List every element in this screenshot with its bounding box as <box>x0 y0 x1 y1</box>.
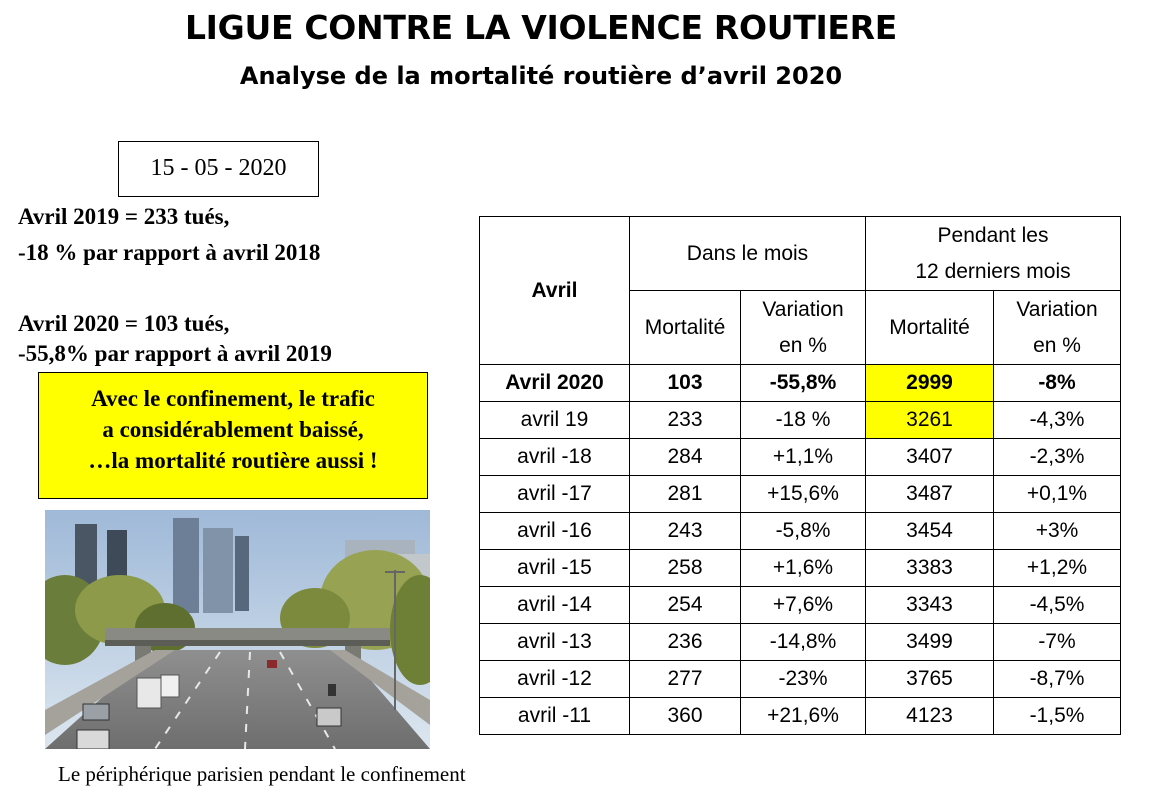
row-month-mortalite: 360 <box>629 697 741 735</box>
header-12m-mortalite: Mortalité <box>865 290 994 365</box>
row-12m-variation: -4,5% <box>993 586 1121 624</box>
header-month-variation-line-1: Variation <box>762 297 844 321</box>
row-12m-variation: -7% <box>993 623 1121 661</box>
row-label: avril -14 <box>479 586 630 624</box>
callout-line-3: …la mortalité routière aussi ! <box>88 448 378 473</box>
row-12m-mortalite: 3383 <box>865 549 994 587</box>
row-label: avril -17 <box>479 475 630 513</box>
header-12m-variation: Variation en % <box>993 290 1121 365</box>
date-box: 15 - 05 - 2020 <box>118 141 319 197</box>
row-month-variation: -23% <box>740 660 866 698</box>
page-subtitle: Analyse de la mortalité routière d’avril… <box>239 62 843 90</box>
row-month-mortalite: 254 <box>629 586 741 624</box>
header-12m-line-2: 12 derniers mois <box>915 259 1071 283</box>
header-12m-line-1: Pendant les <box>937 223 1049 247</box>
row-label: avril -16 <box>479 512 630 550</box>
row-month-variation: -55,8% <box>740 364 866 402</box>
row-label: avril 19 <box>479 401 630 439</box>
row-month-mortalite: 258 <box>629 549 741 587</box>
mortality-table: Avril Dans le mois Pendant les 12 dernie… <box>479 216 1121 735</box>
row-month-mortalite: 236 <box>629 623 741 661</box>
row-12m-mortalite: 3343 <box>865 586 994 624</box>
row-month-variation: -5,8% <box>740 512 866 550</box>
stat-line-2020: Avril 2020 = 103 tués, <box>18 311 230 336</box>
row-month-mortalite: 103 <box>629 364 741 402</box>
row-month-mortalite: 233 <box>629 401 741 439</box>
row-month-variation: +15,6% <box>740 475 866 513</box>
header-month-mortalite: Mortalité <box>629 290 741 365</box>
page-title: LIGUE CONTRE LA VIOLENCE ROUTIERE <box>184 8 898 47</box>
row-month-mortalite: 284 <box>629 438 741 476</box>
row-12m-variation: +0,1% <box>993 475 1121 513</box>
row-12m-mortalite: 3487 <box>865 475 994 513</box>
row-12m-mortalite: 3261 <box>865 401 994 439</box>
header-month-variation-line-2: en % <box>779 333 827 357</box>
table-row: avril -17 281 +15,6% 3487 +0,1% <box>479 475 1121 513</box>
header-avril: Avril <box>479 216 630 365</box>
row-12m-mortalite: 3499 <box>865 623 994 661</box>
row-label: Avril 2020 <box>479 364 630 402</box>
table-row: avril -18 284 +1,1% 3407 -2,3% <box>479 438 1121 476</box>
row-12m-variation: -8% <box>993 364 1121 402</box>
callout-line-1: Avec le confinement, le trafic <box>91 386 375 411</box>
table-row: avril -11 360 +21,6% 4123 -1,5% <box>479 697 1121 735</box>
table-row: avril -16 243 -5,8% 3454 +3% <box>479 512 1121 550</box>
row-12m-variation: +1,2% <box>993 549 1121 587</box>
row-12m-mortalite: 3765 <box>865 660 994 698</box>
row-month-mortalite: 277 <box>629 660 741 698</box>
row-12m-variation: -8,7% <box>993 660 1121 698</box>
header-12m-variation-line-2: en % <box>1033 333 1081 357</box>
row-12m-mortalite: 4123 <box>865 697 994 735</box>
row-12m-mortalite: 2999 <box>865 364 994 402</box>
row-month-variation: -18 % <box>740 401 866 439</box>
row-12m-variation: -4,3% <box>993 401 1121 439</box>
row-12m-variation: -2,3% <box>993 438 1121 476</box>
row-label: avril -11 <box>479 697 630 735</box>
header-12-derniers-mois: Pendant les 12 derniers mois <box>865 216 1121 291</box>
table-row: avril 19 233 -18 % 3261 -4,3% <box>479 401 1121 439</box>
row-month-mortalite: 243 <box>629 512 741 550</box>
row-label: avril -18 <box>479 438 630 476</box>
table-row: avril -14 254 +7,6% 3343 -4,5% <box>479 586 1121 624</box>
row-label: avril -15 <box>479 549 630 587</box>
header-12m-variation-line-1: Variation <box>1016 297 1098 321</box>
row-month-variation: -14,8% <box>740 623 866 661</box>
row-12m-variation: +3% <box>993 512 1121 550</box>
stat-line-2020-variation: -55,8% par rapport à avril 2019 <box>18 341 332 366</box>
row-month-variation: +21,6% <box>740 697 866 735</box>
table-row: avril -13 236 -14,8% 3499 -7% <box>479 623 1121 661</box>
row-12m-mortalite: 3407 <box>865 438 994 476</box>
row-12m-mortalite: 3454 <box>865 512 994 550</box>
table-row: avril -15 258 +1,6% 3383 +1,2% <box>479 549 1121 587</box>
stat-line-2019-variation: -18 % par rapport à avril 2018 <box>18 240 321 265</box>
row-label: avril -13 <box>479 623 630 661</box>
table-row: avril -12 277 -23% 3765 -8,7% <box>479 660 1121 698</box>
table-row: Avril 2020 103 -55,8% 2999 -8% <box>479 364 1121 402</box>
row-month-variation: +1,1% <box>740 438 866 476</box>
confinement-callout: Avec le confinement, le trafic a considé… <box>38 372 428 499</box>
row-month-variation: +1,6% <box>740 549 866 587</box>
peripherique-photo <box>45 510 430 749</box>
header-dans-le-mois: Dans le mois <box>629 216 866 291</box>
callout-line-2: a considérablement baissé, <box>102 417 364 442</box>
stat-line-2019: Avril 2019 = 233 tués, <box>18 204 230 229</box>
header-month-variation: Variation en % <box>740 290 866 365</box>
row-12m-variation: -1,5% <box>993 697 1121 735</box>
row-month-mortalite: 281 <box>629 475 741 513</box>
row-label: avril -12 <box>479 660 630 698</box>
photo-caption: Le périphérique parisien pendant le conf… <box>58 762 466 786</box>
row-month-variation: +7,6% <box>740 586 866 624</box>
